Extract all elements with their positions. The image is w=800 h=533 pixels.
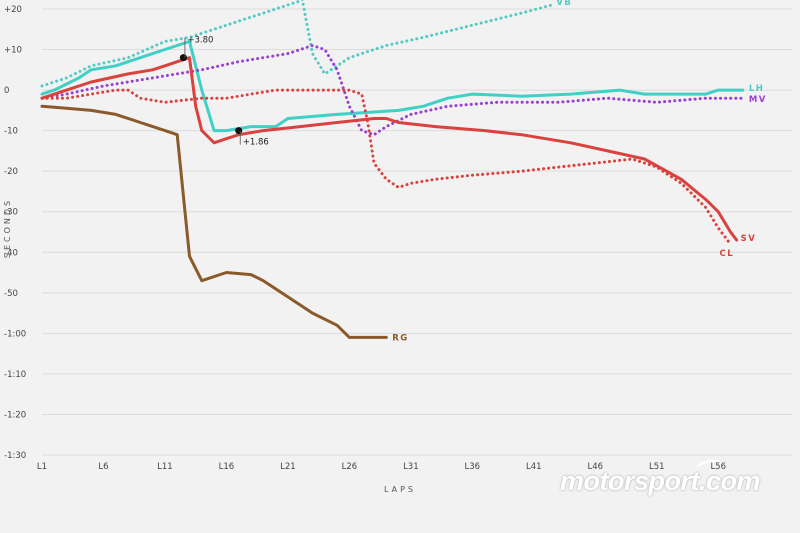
series-line-vb (40, 0, 554, 88)
series-label-cl: CL (720, 249, 735, 259)
y-tick-label: -40 (4, 248, 18, 258)
x-tick-label: L6 (98, 462, 108, 472)
annotation-marker (235, 127, 243, 135)
chart-annotations: +3.80 +1.86 (179, 36, 269, 148)
annotation-label: +1.86 (243, 138, 269, 148)
x-tick-label: L36 (465, 462, 481, 472)
watermark-logo: motorsport.com (560, 457, 790, 502)
x-tick-label: L16 (219, 462, 235, 472)
horizontal-gridlines (42, 8, 792, 456)
x-tick-label: L46 (587, 462, 603, 472)
x-tick-label: L56 (710, 462, 726, 472)
x-tick-label: L1 (37, 462, 47, 472)
y-tick-label: -1:00 (4, 329, 26, 339)
annotation-marker (179, 54, 187, 62)
y-tick-label: +10 (4, 46, 22, 56)
y-tick-label: -30 (4, 208, 18, 218)
series-line-cl (40, 88, 732, 246)
y-axis-tick-labels: +20 +10 0 -10 -20 -30 -40 -50 -1:00 -1:10 -1:20 -1:… (4, 5, 26, 461)
x-tick-label: L21 (280, 462, 296, 472)
y-tick-label: -1:10 (4, 370, 26, 380)
x-tick-label: L11 (157, 462, 173, 472)
series-line-rg (40, 104, 388, 339)
series-label-mv: MV (749, 95, 767, 105)
x-axis-title: LAPS (384, 485, 416, 494)
series-label-rg: RG (392, 333, 409, 343)
x-tick-label: L31 (403, 462, 419, 472)
y-tick-label: -20 (4, 167, 18, 177)
y-tick-label: -1:20 (4, 410, 26, 420)
x-axis-tick-labels: L1 L6 L11 L16 L21 L26 L31 L36 L41 L46 L51 L56 (37, 462, 726, 472)
x-tick-label: L51 (649, 462, 665, 472)
series-label-lh: LH (749, 84, 765, 94)
x-tick-label: L41 (526, 462, 542, 472)
watermark-text: motorsport.com (560, 466, 761, 496)
y-axis-title: SECONDS (3, 198, 12, 258)
series-line-sv (40, 56, 739, 242)
series-label-sv: SV (741, 234, 757, 244)
y-tick-label: 0 (4, 86, 9, 96)
y-tick-label: -50 (4, 289, 18, 299)
series-lines (40, 0, 745, 339)
x-tick-label: L26 (342, 462, 358, 472)
y-tick-label: +20 (4, 5, 22, 15)
series-label-vb: VB (556, 0, 572, 8)
series-line-mv (40, 44, 745, 137)
y-tick-label: -10 (4, 127, 18, 137)
annotation-label: +3.80 (187, 36, 213, 46)
y-tick-label: -1:30 (4, 451, 26, 461)
series-line-lh (40, 39, 745, 133)
